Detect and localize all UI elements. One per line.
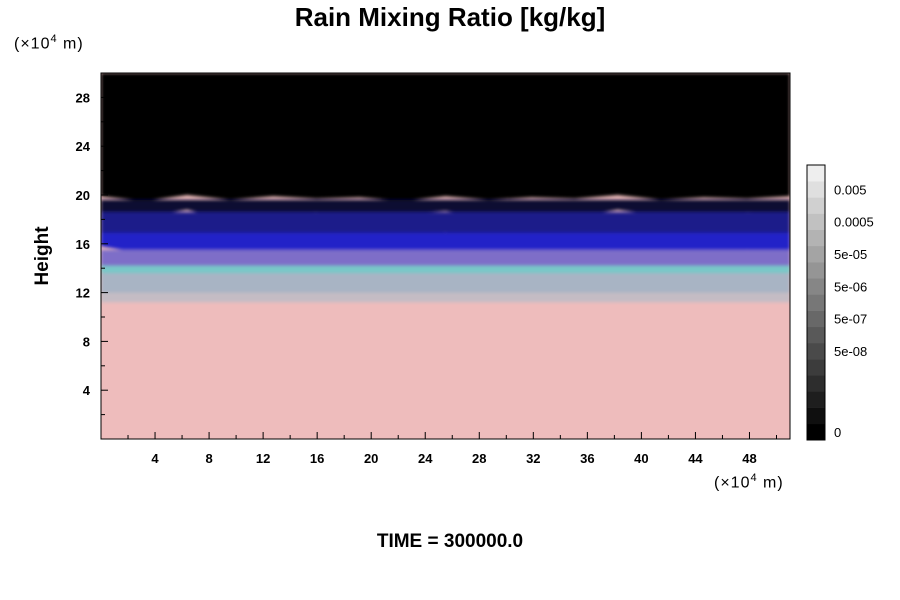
colorbar-step [807,423,825,441]
colorbar-label: 0.005 [834,182,867,197]
colorbar-step [807,197,825,214]
plot-area [100,72,791,440]
plot-frame [100,72,791,440]
x-axis-unit-label: (×104 m) [714,472,784,492]
colorbar-step [807,229,825,247]
colorbar-frame [806,164,826,441]
colorbar-label: 5e-05 [834,247,867,262]
heatmap-band-8 [101,302,790,439]
colorbar-label: 5e-07 [834,312,867,327]
colorbar-step [807,245,825,263]
y-unit-suffix: m) [57,35,84,53]
x-tick-label: 24 [418,451,433,466]
colorbar-step [807,391,825,408]
x-tick-label: 28 [472,451,486,466]
x-unit-prefix: (×10 [714,474,751,492]
x-tick-label: 32 [526,451,540,466]
y-axis-unit-label: (×104 m) [14,33,84,53]
colorbar-step [807,342,825,360]
colorbar-step [807,278,825,295]
y-axis: 4 8 12 16 20 24 28 [76,90,108,416]
y-tick-label: 24 [76,139,91,154]
x-tick-label: 8 [205,451,212,466]
colorbar-label: 5e-08 [834,344,867,359]
x-tick-label: 4 [151,451,159,466]
colorbar-step [807,375,825,392]
colorbar-step [807,181,825,198]
y-tick-label: 12 [76,286,90,301]
colorbar-step [807,359,825,376]
y-tick-label: 16 [76,237,90,252]
colorbar-step [807,165,825,182]
colorbar-label: 0 [834,425,841,440]
time-footer: TIME = 300000.0 [376,531,524,552]
chart-title: Rain Mixing Ratio [kg/kg] [294,2,606,32]
x-axis: 4 8 12 16 20 24 28 32 36 40 44 48 [127,432,777,466]
colorbar-step [807,407,825,425]
colorbar-step [807,326,825,344]
y-tick-label: 20 [76,188,90,203]
colorbar-step [807,262,825,279]
colorbar: 0.005 0.0005 5e-05 5e-06 5e-07 5e-08 0 [806,164,874,441]
x-tick-label: 40 [634,451,648,466]
x-tick-label: 12 [256,451,270,466]
colorbar-label: 0.0005 [834,215,874,230]
heatmap-band-5 [101,265,790,286]
y-tick-label: 4 [83,383,91,398]
x-tick-label: 48 [742,451,756,466]
colorbar-step [807,213,825,231]
colorbar-step [807,310,825,328]
y-tick-label: 8 [83,334,90,349]
y-tick-label: 28 [76,90,90,105]
colorbar-label: 5e-06 [834,279,867,294]
x-tick-label: 16 [310,451,324,466]
x-unit-suffix: m) [757,474,784,492]
y-unit-exponent: 4 [50,33,58,45]
x-tick-label: 36 [580,451,594,466]
heatmap-band-0 [101,73,790,202]
y-unit-prefix: (×10 [14,35,51,53]
x-tick-label: 20 [364,451,378,466]
x-unit-exponent: 4 [750,472,758,484]
x-tick-label: 44 [688,451,703,466]
colorbar-step [807,294,825,311]
